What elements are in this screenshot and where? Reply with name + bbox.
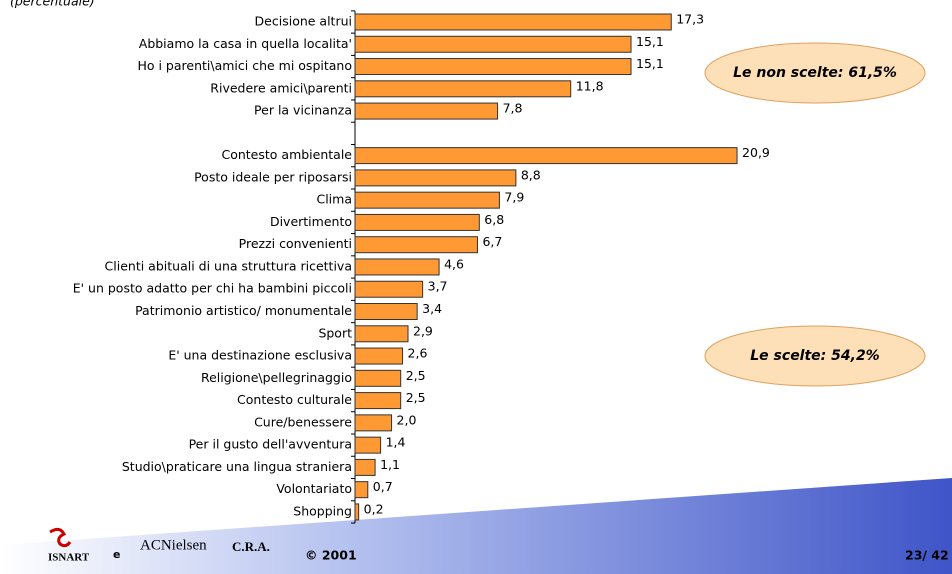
annotation: Le scelte: 54,2%: [750, 348, 879, 364]
bar: [354, 13, 672, 31]
annotation-bubble: [704, 325, 926, 387]
value-label: 11,8: [576, 78, 604, 93]
category-label: Clienti abituali di una struttura ricett…: [105, 258, 352, 273]
bar: [354, 347, 404, 365]
value-label: 7,8: [503, 101, 523, 116]
footer: ISNART e ACNielsen C.R.A. © 2001 23/ 42: [48, 527, 949, 564]
page-number: 23/ 42: [905, 548, 949, 563]
logo-mark: [49, 527, 72, 548]
value-label: 4,6: [444, 256, 464, 271]
category-label: Posto ideale per riposarsi: [194, 169, 352, 184]
category-label: Decisione altrui: [255, 14, 352, 29]
category-label: Rivedere amici\parenti: [210, 80, 352, 95]
category-label: Per la vicinanza: [254, 103, 352, 118]
category-label: Religione\pellegrinaggio: [201, 370, 352, 385]
bar: [354, 325, 409, 343]
category-label: E' un posto adatto per chi ha bambini pi…: [73, 281, 352, 296]
chart: Decisione altrui 17,3 Abbiamo la casa in q…: [73, 10, 770, 524]
bar: [354, 303, 418, 321]
bar: [354, 369, 402, 387]
category-label: Prezzi convenienti: [239, 236, 352, 251]
value-label: 1,4: [386, 435, 406, 450]
category-label: Shopping: [293, 503, 352, 518]
partner-suffix: C.R.A.: [232, 539, 270, 554]
value-label: 15,1: [636, 34, 664, 49]
bar: [354, 481, 369, 499]
category-label: Sport: [318, 325, 352, 340]
value-label: 2,9: [413, 323, 433, 338]
value-label: 0,2: [364, 501, 384, 516]
category-label: Cure/benessere: [254, 414, 352, 429]
bar: [354, 503, 360, 521]
value-label: 17,3: [676, 12, 704, 27]
value-label: 20,9: [742, 145, 770, 160]
category-label: Volontariato: [276, 481, 352, 496]
category-label: Divertimento: [270, 214, 352, 229]
bar: [354, 102, 499, 120]
value-label: 2,5: [406, 390, 426, 405]
category-label: Per il gusto dell'avventura: [189, 437, 352, 452]
value-label: 6,7: [482, 234, 502, 249]
category-label: Ho i parenti\amici che mi ospitano: [137, 58, 352, 73]
subtitle: (percentuale): [10, 0, 95, 9]
logo: ISNART: [48, 552, 90, 564]
bar: [354, 258, 440, 276]
value-label: 8,8: [521, 167, 541, 182]
bar: [354, 35, 632, 53]
value-label: 15,1: [636, 56, 664, 71]
bar: [354, 169, 517, 187]
value-label: 0,7: [373, 479, 393, 494]
bar: [354, 436, 382, 454]
footer-band: [0, 478, 952, 574]
bar: [354, 392, 402, 410]
value-label: 2,5: [406, 368, 426, 383]
bar: [354, 414, 393, 432]
bar: [354, 458, 376, 476]
category-label: Patrimonio artistico/ monumentale: [135, 303, 352, 318]
partner: ACNielsen: [140, 537, 207, 553]
category-label: Contesto ambientale: [221, 147, 352, 162]
value-label: 1,1: [380, 457, 400, 472]
bar: [354, 58, 632, 76]
annotation: Le non scelte: 61,5%: [733, 65, 897, 81]
category-label: Studio\praticare una lingua straniera: [122, 459, 352, 474]
bar: [354, 80, 572, 98]
category-label: E' una destinazione esclusiva: [168, 348, 352, 363]
bar: [354, 236, 478, 254]
copyright: © 2001: [305, 548, 357, 563]
bar: [354, 213, 480, 231]
value-label: 3,7: [428, 279, 448, 294]
category-label: Clima: [316, 192, 352, 207]
bar: [354, 280, 424, 298]
bar: [354, 191, 500, 209]
category-label: Contesto culturale: [237, 392, 352, 407]
conjunction: e: [113, 548, 120, 561]
value-label: 6,8: [484, 212, 504, 227]
annotation-bubble: [704, 42, 926, 104]
category-label: Abbiamo la casa in quella localita': [139, 36, 352, 51]
bar: [354, 147, 738, 165]
value-label: 2,0: [397, 412, 417, 427]
value-label: 7,9: [504, 190, 524, 205]
value-label: 2,6: [408, 346, 428, 361]
value-label: 3,4: [422, 301, 442, 316]
